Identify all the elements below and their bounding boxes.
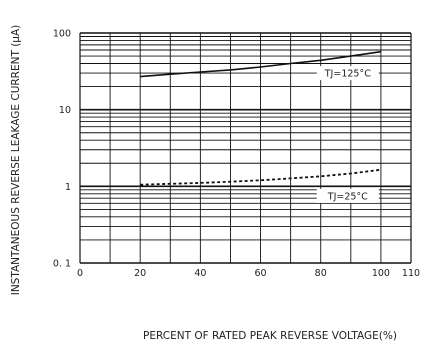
series-label: TJ=25°C bbox=[327, 191, 368, 202]
annotation-bg bbox=[316, 188, 379, 203]
annotation-backgrounds bbox=[316, 66, 379, 203]
x-tick-label: 110 bbox=[402, 268, 420, 279]
x-tick-label: 60 bbox=[254, 268, 266, 279]
y-axis-title: INSTANTANEOUS REVERSE LEAKAGE CURRENT (µ… bbox=[10, 25, 22, 296]
series-label: TJ=125°C bbox=[324, 69, 371, 80]
grid-layer bbox=[79, 32, 412, 264]
y-tick-label: 10 bbox=[59, 105, 71, 116]
x-tick-label: 40 bbox=[194, 268, 206, 279]
y-tick-label: 0. 1 bbox=[53, 259, 71, 270]
annotations: TJ=125°C TJ=25°C bbox=[324, 69, 371, 203]
annotation-bg bbox=[316, 66, 379, 81]
y-tick-label: 1 bbox=[65, 182, 71, 193]
x-axis-title: PERCENT OF RATED PEAK REVERSE VOLTAGE(%) bbox=[143, 330, 397, 342]
x-tick-label: 0 bbox=[77, 268, 83, 279]
x-tick-label: 20 bbox=[134, 268, 146, 279]
y-tick-label: 100 bbox=[53, 29, 71, 40]
x-tick-label: 100 bbox=[372, 268, 390, 279]
series-line bbox=[140, 50, 382, 78]
series-layer bbox=[140, 50, 382, 186]
x-tick-label: 80 bbox=[315, 268, 327, 279]
series-line bbox=[140, 168, 382, 186]
